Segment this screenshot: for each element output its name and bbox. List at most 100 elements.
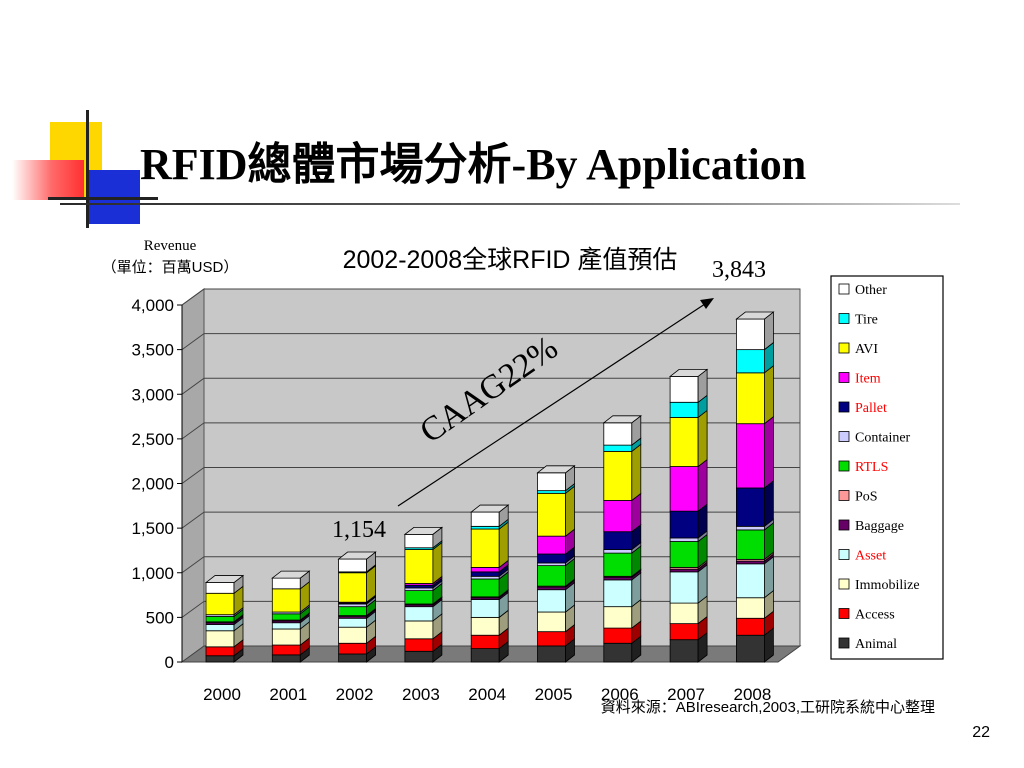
bar-segment xyxy=(537,492,566,537)
bar-segment xyxy=(603,422,633,446)
bar-segment xyxy=(404,533,434,549)
bar-segment xyxy=(669,417,699,467)
bar-segment xyxy=(669,466,699,512)
bar-segment xyxy=(736,423,765,489)
bar-segment xyxy=(470,575,500,580)
growth-arrow-head xyxy=(700,298,714,309)
bar-segment xyxy=(537,490,566,494)
bar-top-face xyxy=(602,415,642,424)
bar-segment-side xyxy=(631,443,642,502)
bar-segment xyxy=(338,617,368,628)
bar-top-face xyxy=(204,575,245,583)
decor-red-square xyxy=(12,160,84,200)
bar-segment xyxy=(603,500,633,533)
bar-segment xyxy=(404,638,434,652)
bar-segment xyxy=(669,571,699,604)
legend-label: Item xyxy=(855,372,881,387)
x-tick-label: 2008 xyxy=(733,685,771,704)
y-tick-label: 500 xyxy=(146,608,174,627)
bar-segment xyxy=(736,597,765,619)
legend-label: AVI xyxy=(855,342,878,357)
y-tick-label: 3,000 xyxy=(131,385,174,404)
legend-swatch xyxy=(838,519,850,531)
legend-label: Pallet xyxy=(855,401,887,416)
bar-segment xyxy=(736,349,765,374)
bar-top-face xyxy=(536,465,576,474)
gridline-side xyxy=(181,288,205,306)
bar-segment xyxy=(271,628,301,646)
bar-segment xyxy=(271,577,301,590)
bar-segment xyxy=(271,588,301,613)
bar-segment xyxy=(470,511,500,527)
bar-segment xyxy=(271,613,301,621)
bar-segment xyxy=(669,623,699,641)
bar-segment xyxy=(669,568,699,573)
legend-swatch xyxy=(838,283,850,295)
bar-segment xyxy=(205,592,235,616)
legend-label: Immobilize xyxy=(855,578,920,593)
legend-label: Animal xyxy=(855,637,897,652)
gridline-side xyxy=(181,377,205,395)
bar-segment-side xyxy=(697,409,708,468)
bar-segment xyxy=(205,646,235,657)
title-divider xyxy=(60,203,960,205)
bar-segment xyxy=(736,563,765,599)
bar-top-face xyxy=(271,570,311,579)
x-tick-label: 2000 xyxy=(203,685,241,704)
bar-top-face xyxy=(735,311,775,320)
bar-segment xyxy=(603,642,633,663)
y-tick-label: 1,000 xyxy=(131,564,174,583)
bar-segment xyxy=(736,318,765,351)
bar-segment-side xyxy=(764,480,774,528)
bar-segment xyxy=(603,627,633,644)
gridline-side xyxy=(181,556,205,574)
bar-segment-side xyxy=(764,365,774,425)
x-tick-label: 2004 xyxy=(468,685,506,704)
bar-segment xyxy=(603,579,633,608)
bar-segment-side xyxy=(498,521,509,569)
y-axis-label: Revenue xyxy=(144,238,197,254)
x-tick-label: 2001 xyxy=(269,685,307,704)
y-tick-label: 3,500 xyxy=(131,341,174,360)
bar-segment xyxy=(404,584,434,589)
bar-top-face xyxy=(668,368,709,377)
bar-segment xyxy=(404,549,434,584)
bar-segment xyxy=(669,602,699,625)
bar-segment xyxy=(470,616,500,636)
bar-segment xyxy=(603,444,633,452)
legend-swatch xyxy=(838,313,850,324)
bar-segment xyxy=(338,626,368,644)
bar-top-face xyxy=(403,526,444,535)
bar-segment xyxy=(603,450,633,501)
gridline-side xyxy=(181,511,205,529)
y-tick-label: 2,000 xyxy=(131,475,174,494)
bar-segment-side xyxy=(764,415,774,489)
legend-label: Tire xyxy=(855,313,878,328)
bar-segment xyxy=(205,582,235,594)
bar-top-face xyxy=(337,551,377,560)
legend-swatch xyxy=(838,549,850,560)
annotation-2002-value: 1,154 xyxy=(332,517,386,543)
gridline-side xyxy=(181,600,205,618)
legend-label: Container xyxy=(855,431,911,446)
legend-label: Baggage xyxy=(855,519,904,534)
bar-segment xyxy=(470,634,500,650)
gridline-side xyxy=(181,333,205,351)
y-tick-label: 1,500 xyxy=(131,519,174,538)
bar-segment xyxy=(205,616,235,623)
bar-segment xyxy=(205,655,235,663)
bar-segment xyxy=(470,578,500,598)
growth-arrow-line xyxy=(397,301,709,507)
page-number: 22 xyxy=(972,724,990,741)
bar-segment xyxy=(537,565,566,587)
bar-segment xyxy=(669,537,699,542)
bar-segment-side xyxy=(565,485,575,537)
bar-segment xyxy=(603,552,633,577)
bar-segment xyxy=(736,487,765,527)
bar-segment xyxy=(537,553,566,564)
bar-segment xyxy=(736,634,765,663)
legend-swatch xyxy=(838,431,850,442)
x-tick-label: 2005 xyxy=(535,685,573,704)
bar-segment xyxy=(537,535,566,555)
legend-swatch xyxy=(838,401,850,413)
